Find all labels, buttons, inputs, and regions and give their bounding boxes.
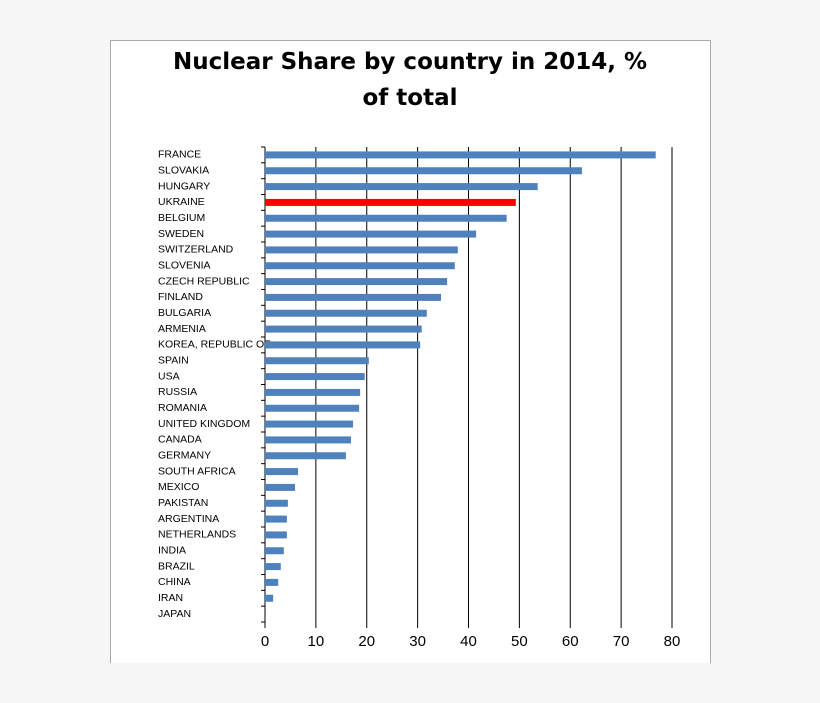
y-tick-label: PAKISTAN — [158, 497, 208, 509]
y-tick-label: CANADA — [158, 434, 202, 446]
x-tick-label: 0 — [261, 633, 269, 650]
bar — [265, 230, 477, 238]
bar — [265, 436, 351, 444]
y-tick-label: ARGENTINA — [158, 513, 219, 525]
bar — [265, 246, 458, 254]
bar — [265, 373, 365, 381]
y-tick-label: BULGARIA — [158, 307, 211, 319]
bar — [265, 262, 455, 270]
y-tick-label: UKRAINE — [158, 196, 205, 208]
y-tick-label: SLOVENIA — [158, 260, 211, 272]
bar — [265, 499, 288, 507]
y-tick-label: CZECH REPUBLIC — [158, 275, 250, 287]
y-tick-label: HUNGARY — [158, 180, 210, 192]
y-tick-label: ROMANIA — [158, 402, 207, 414]
y-tick-label: NETHERLANDS — [158, 529, 236, 541]
y-tick-label: FRANCE — [158, 149, 201, 161]
y-tick-label: RUSSIA — [158, 386, 197, 398]
bar — [265, 183, 538, 191]
y-tick-label: JAPAN — [158, 608, 191, 620]
y-tick-label: SWEDEN — [158, 228, 204, 240]
y-tick-label: MEXICO — [158, 481, 199, 493]
bar — [265, 594, 274, 602]
bar — [265, 468, 299, 476]
bar — [265, 151, 656, 159]
y-tick-label: FINLAND — [158, 291, 203, 303]
bar — [265, 198, 516, 206]
bar — [265, 214, 507, 222]
bar — [265, 325, 422, 333]
y-tick-label: CHINA — [158, 576, 191, 588]
y-tick-label: SWITZERLAND — [158, 244, 234, 256]
x-tick-label: 80 — [664, 633, 681, 650]
bar — [265, 483, 296, 491]
y-tick-label: BELGIUM — [158, 212, 205, 224]
bar — [265, 420, 354, 428]
y-tick-label: SPAIN — [158, 355, 189, 367]
bar — [265, 357, 369, 365]
bar — [265, 578, 279, 586]
bar — [265, 563, 281, 571]
x-tick-label: 60 — [562, 633, 579, 650]
chart-panel — [110, 40, 711, 663]
bar — [265, 531, 287, 539]
x-tick-label: 30 — [409, 633, 426, 650]
x-tick-label: 10 — [308, 633, 325, 650]
x-tick-label: 50 — [511, 633, 528, 650]
x-tick-label: 40 — [460, 633, 477, 650]
bar — [265, 515, 287, 523]
x-tick-label: 20 — [358, 633, 375, 650]
bar — [265, 293, 442, 301]
y-tick-label: GERMANY — [158, 450, 211, 462]
bar — [265, 388, 361, 396]
y-tick-label: USA — [158, 370, 180, 382]
y-tick-label: INDIA — [158, 545, 186, 557]
y-tick-label: KOREA, REPUBLIC OF — [158, 339, 271, 351]
bar — [265, 404, 360, 412]
y-tick-label: SOUTH AFRICA — [158, 465, 236, 477]
y-tick-label: IRAN — [158, 592, 183, 604]
y-tick-label: UNITED KINGDOM — [158, 418, 250, 430]
bar — [265, 167, 582, 175]
bar — [265, 547, 284, 555]
bar — [265, 341, 421, 349]
bar — [265, 452, 346, 460]
chart-title: Nuclear Share by country in 2014, % of t… — [172, 49, 648, 111]
y-tick-label: ARMENIA — [158, 323, 206, 335]
y-tick-label: BRAZIL — [158, 560, 195, 572]
bar — [265, 278, 448, 286]
bar — [265, 309, 427, 317]
y-tick-label: SLOVAKIA — [158, 165, 209, 177]
x-tick-label: 70 — [613, 633, 630, 650]
